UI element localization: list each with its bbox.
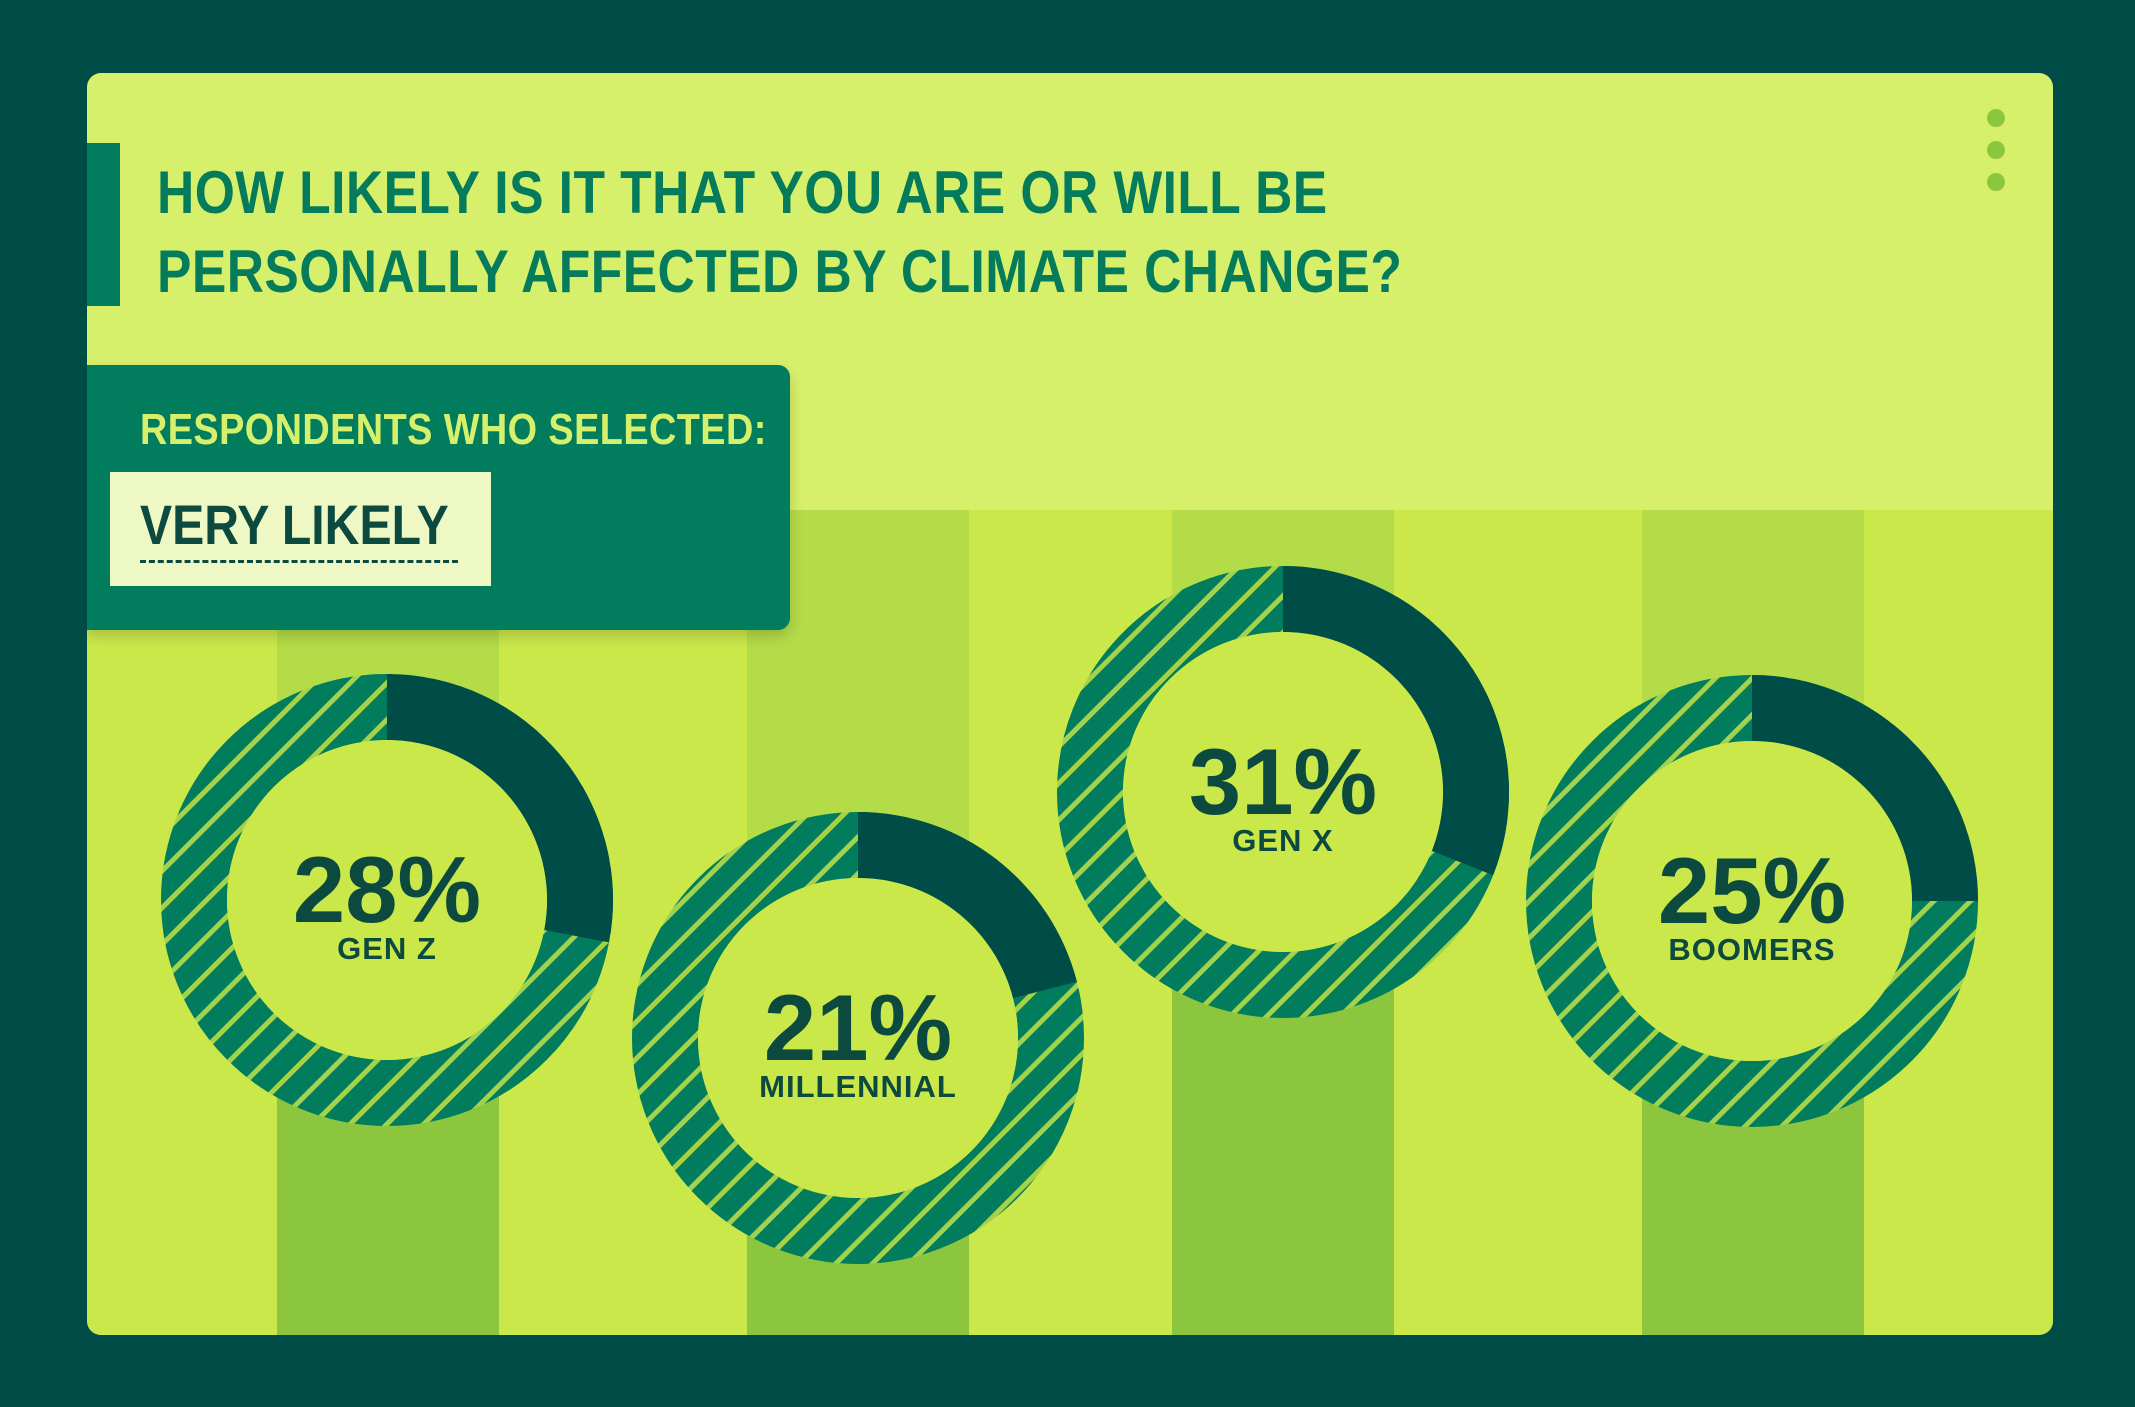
donut-slice [387, 674, 613, 943]
dot [1987, 141, 2005, 159]
category-label: GEN X [1232, 823, 1333, 858]
chart-title: HOW LIKELY IS IT THAT YOU ARE OR WILL BE… [157, 159, 1403, 305]
answer-underline [140, 560, 458, 563]
donut-inner [1123, 632, 1443, 952]
dot [1987, 173, 2005, 191]
respondents-panel: RESPONDENTS WHO SELECTED: VERY LIKELY [87, 365, 790, 630]
data-label: 21% [764, 975, 952, 1080]
more-options-icon[interactable] [1987, 109, 2007, 205]
category-label: GEN Z [337, 931, 437, 966]
donut-slice [1752, 675, 1978, 901]
data-label: 25% [1658, 838, 1846, 943]
dot [1987, 109, 2005, 127]
donut-millennial: 21%MILLENNIAL [632, 812, 1084, 1264]
donut-gen-x: 31%GEN X [1057, 566, 1509, 1018]
category-label: MILLENNIAL [759, 1069, 957, 1104]
answer-box[interactable]: VERY LIKELY [110, 472, 491, 586]
donut-gen-z: 28%GEN Z [161, 674, 613, 1126]
respondents-label: RESPONDENTS WHO SELECTED: [140, 405, 767, 454]
donut-inner [698, 878, 1018, 1198]
donut-boomers: 25%BOOMERS [1526, 675, 1978, 1127]
donut-inner [227, 740, 547, 1060]
data-label: 28% [293, 837, 481, 942]
title-accent-bar [87, 143, 120, 306]
data-label: 31% [1189, 729, 1377, 834]
donut-slice [858, 812, 1077, 999]
answer-text: VERY LIKELY [140, 493, 449, 556]
donut-slice [1283, 566, 1509, 876]
donut-inner [1592, 741, 1912, 1061]
category-label: BOOMERS [1668, 932, 1835, 967]
